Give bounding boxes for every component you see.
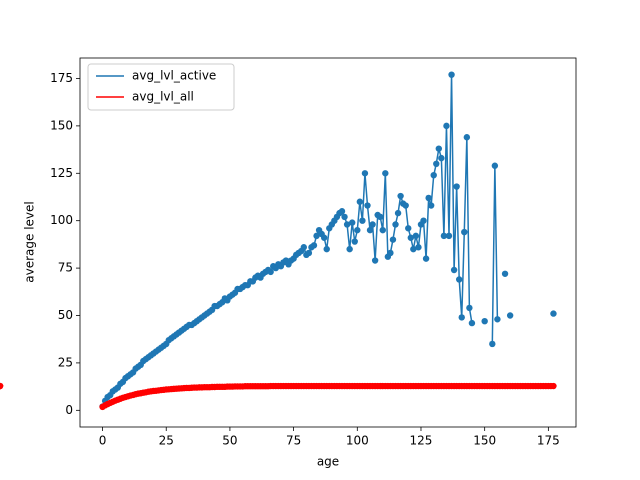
y-tick-label: 75 bbox=[58, 261, 73, 275]
x-tick-label: 175 bbox=[537, 434, 560, 448]
point bbox=[392, 221, 399, 228]
point bbox=[371, 257, 379, 264]
point bbox=[453, 183, 460, 190]
y-axis-label: average level bbox=[23, 201, 37, 282]
point bbox=[443, 122, 450, 130]
point bbox=[377, 213, 384, 221]
point bbox=[346, 245, 353, 253]
point bbox=[433, 160, 440, 168]
point bbox=[320, 234, 328, 241]
point bbox=[364, 202, 371, 209]
point bbox=[338, 208, 346, 215]
point bbox=[550, 310, 557, 317]
point bbox=[389, 236, 397, 243]
point bbox=[379, 226, 386, 234]
point bbox=[425, 194, 432, 202]
series bbox=[99, 71, 557, 410]
x-tick-label: 50 bbox=[222, 434, 237, 448]
legend-label: avg_lvl_active bbox=[132, 69, 216, 83]
point bbox=[458, 314, 465, 321]
y-tick-label: 100 bbox=[50, 213, 73, 227]
point bbox=[349, 219, 356, 226]
point bbox=[387, 249, 394, 257]
point bbox=[394, 209, 402, 217]
series bbox=[0, 382, 557, 411]
point bbox=[366, 226, 374, 234]
point bbox=[354, 226, 361, 234]
point bbox=[356, 198, 364, 205]
point bbox=[550, 382, 557, 390]
point bbox=[300, 244, 307, 251]
y-tick-label: 25 bbox=[58, 355, 73, 369]
point bbox=[506, 312, 514, 319]
point bbox=[323, 245, 330, 253]
point bbox=[461, 228, 468, 236]
point bbox=[438, 154, 445, 162]
y-tick-label: 50 bbox=[58, 308, 73, 322]
point bbox=[410, 245, 417, 253]
point bbox=[407, 234, 414, 241]
point bbox=[0, 382, 4, 390]
point bbox=[481, 317, 488, 325]
point bbox=[466, 304, 473, 312]
x-tick-label: 125 bbox=[410, 434, 433, 448]
point bbox=[359, 217, 366, 224]
plot-frame bbox=[79, 57, 577, 428]
point bbox=[430, 171, 437, 179]
point bbox=[402, 202, 409, 209]
point bbox=[420, 217, 427, 224]
point bbox=[450, 266, 458, 274]
point bbox=[382, 170, 389, 177]
point bbox=[415, 244, 422, 251]
point bbox=[343, 221, 351, 228]
point bbox=[440, 232, 448, 240]
point bbox=[445, 232, 453, 240]
point bbox=[361, 170, 369, 177]
y-tick-label: 0 bbox=[65, 403, 73, 417]
point bbox=[351, 238, 358, 245]
y-tick-label: 150 bbox=[50, 118, 73, 132]
x-tick-label: 100 bbox=[346, 434, 369, 448]
x-tick-label: 25 bbox=[159, 434, 174, 448]
point bbox=[313, 232, 320, 240]
point bbox=[369, 221, 376, 228]
point bbox=[435, 145, 443, 152]
y-tick-label: 125 bbox=[50, 166, 73, 180]
x-tick-label: 75 bbox=[286, 434, 301, 448]
point bbox=[427, 202, 435, 209]
x-tick-label: 150 bbox=[473, 434, 496, 448]
x-axis-label: age bbox=[317, 455, 339, 469]
point bbox=[267, 268, 274, 276]
point bbox=[463, 134, 471, 141]
point bbox=[501, 270, 509, 277]
x-tick-label: 0 bbox=[99, 434, 107, 448]
point bbox=[468, 319, 476, 327]
point bbox=[305, 249, 313, 257]
point bbox=[494, 316, 501, 323]
point bbox=[489, 340, 496, 348]
point bbox=[405, 225, 412, 232]
point bbox=[448, 71, 455, 78]
y-tick-label: 175 bbox=[50, 71, 73, 85]
legend-box bbox=[87, 63, 235, 111]
point bbox=[310, 242, 318, 249]
point bbox=[341, 213, 348, 221]
legend-label: avg_lvl_all bbox=[132, 90, 194, 104]
point bbox=[491, 162, 499, 169]
point bbox=[455, 276, 463, 283]
point bbox=[422, 255, 430, 262]
point bbox=[412, 232, 420, 240]
point bbox=[397, 192, 404, 200]
